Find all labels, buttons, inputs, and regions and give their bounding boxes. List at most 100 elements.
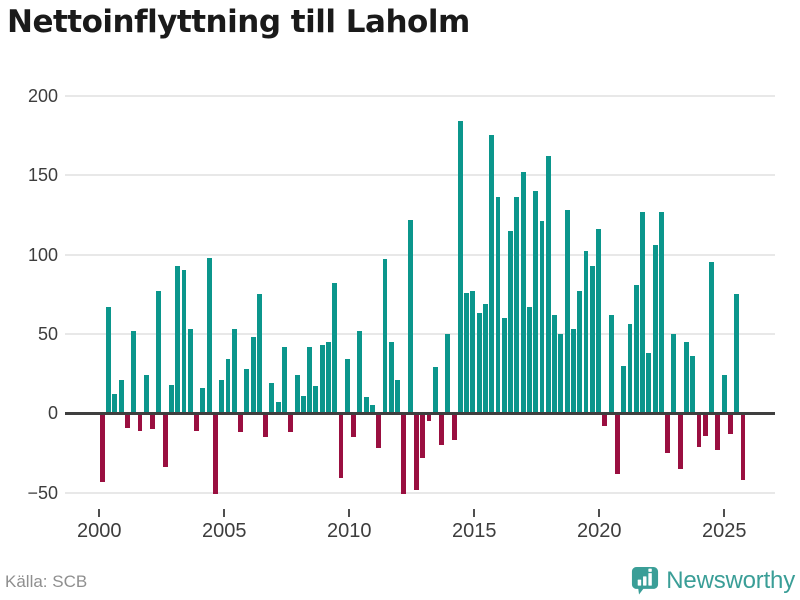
bar-2004-q1	[200, 387, 206, 414]
bar-2018-q3	[564, 210, 570, 414]
bar-2025-q2	[734, 294, 740, 414]
bar-2005-q1	[225, 359, 231, 414]
newsworthy-brand: Newsworthy	[631, 566, 795, 596]
source-note: Källa: SCB	[5, 572, 88, 591]
bar-2006-q4	[269, 383, 275, 414]
gridline	[65, 491, 775, 494]
bar-2012-q1	[401, 413, 407, 495]
bar-2008-q1	[300, 395, 306, 414]
x-axis-tick	[223, 509, 226, 517]
bar-2006-q3	[263, 413, 269, 438]
bar-2002-q1	[150, 413, 156, 430]
x-axis-tick	[348, 509, 351, 517]
bar-2021-q3	[640, 211, 645, 414]
bar-2005-q2	[231, 329, 237, 414]
y-tick-label: 50	[37, 323, 58, 344]
bar-2016-q1	[501, 318, 507, 414]
y-tick-label: 200	[27, 85, 58, 106]
bar-2015-q1	[476, 313, 482, 414]
bar-2003-q1	[175, 265, 181, 414]
bar-2002-q3	[162, 413, 168, 468]
bar-2000-q3	[112, 394, 118, 414]
x-tick-label: 2005	[202, 520, 247, 542]
bar-2020-q1	[602, 413, 608, 426]
bar-2024-q2	[709, 262, 715, 414]
bar-2022-q2	[658, 211, 664, 414]
bar-2011-q4	[395, 379, 400, 414]
bar-2017-q3	[539, 221, 545, 414]
bar-2001-q1	[125, 413, 130, 428]
bar-2019-q3	[589, 265, 595, 414]
gridline	[65, 174, 775, 177]
bar-2005-q3	[238, 413, 243, 433]
bar-2009-q4	[344, 359, 350, 414]
bar-2021-q4	[646, 352, 652, 414]
x-axis-tick	[98, 509, 101, 517]
bar-2024-q1	[702, 413, 708, 436]
bar-2009-q2	[332, 283, 338, 414]
bar-2018-q2	[558, 333, 564, 414]
bar-2021-q2	[633, 284, 639, 414]
bar-2023-q1	[677, 413, 683, 469]
bar-2023-q2	[684, 341, 689, 414]
bar-2010-q3	[363, 397, 369, 414]
bar-2008-q4	[319, 345, 325, 414]
bar-2019-q1	[577, 291, 583, 414]
bar-2007-q3	[288, 413, 294, 433]
bar-2021-q1	[627, 324, 633, 414]
bar-2009-q3	[338, 413, 344, 479]
gridline	[65, 332, 775, 335]
x-tick-label: 2020	[577, 520, 622, 542]
bar-2001-q2	[131, 330, 137, 414]
bar-2011-q2	[382, 259, 388, 414]
y-tick-label: 0	[47, 403, 58, 424]
x-tick-label: 2010	[327, 520, 372, 542]
bar-2010-q4	[369, 405, 375, 414]
bar-2013-q3	[439, 413, 444, 446]
bar-2020-q4	[621, 365, 627, 414]
bar-2000-q1	[99, 413, 105, 482]
bar-2014-q4	[470, 291, 476, 414]
x-tick-label: 2000	[77, 520, 122, 542]
bar-2014-q3	[464, 292, 470, 414]
newsworthy-wordmark: Newsworthy	[666, 567, 795, 594]
bar-2019-q2	[583, 251, 589, 414]
bar-2012-q2	[407, 219, 413, 414]
bar-2022-q4	[671, 333, 677, 414]
bar-2007-q2	[282, 346, 287, 414]
bar-2001-q3	[137, 413, 143, 431]
bar-2004-q2	[206, 257, 212, 414]
bar-2025-q3	[740, 413, 746, 480]
bar-2006-q1	[250, 337, 256, 414]
bar-2024-q4	[721, 375, 727, 414]
bar-2002-q2	[156, 291, 162, 414]
bar-2012-q3	[413, 413, 419, 490]
bar-2011-q1	[376, 413, 382, 449]
bar-2008-q2	[307, 346, 313, 414]
gridline	[65, 94, 775, 97]
bar-2010-q1	[351, 413, 357, 438]
x-axis-tick	[473, 509, 476, 517]
bar-2013-q4	[445, 333, 451, 414]
x-tick-label: 2015	[452, 520, 497, 542]
bar-2008-q3	[313, 386, 319, 414]
bar-2023-q3	[690, 356, 696, 414]
chart-title: Nettoinflyttning till Laholm	[7, 4, 470, 40]
bar-2015-q4	[495, 197, 501, 414]
gridline	[65, 253, 775, 256]
bar-2024-q3	[715, 413, 721, 450]
bar-2001-q4	[143, 375, 149, 414]
bar-2013-q1	[426, 413, 432, 422]
bar-2003-q3	[187, 329, 193, 414]
y-tick-label: 100	[27, 244, 58, 265]
bar-2000-q2	[106, 306, 112, 414]
bar-2018-q4	[570, 329, 576, 414]
bar-2022-q3	[665, 413, 671, 453]
bar-2009-q1	[326, 341, 331, 414]
y-tick-label: −50	[27, 482, 58, 503]
bar-2016-q3	[514, 197, 520, 414]
bar-2013-q2	[432, 367, 438, 414]
bar-2019-q4	[596, 229, 601, 414]
